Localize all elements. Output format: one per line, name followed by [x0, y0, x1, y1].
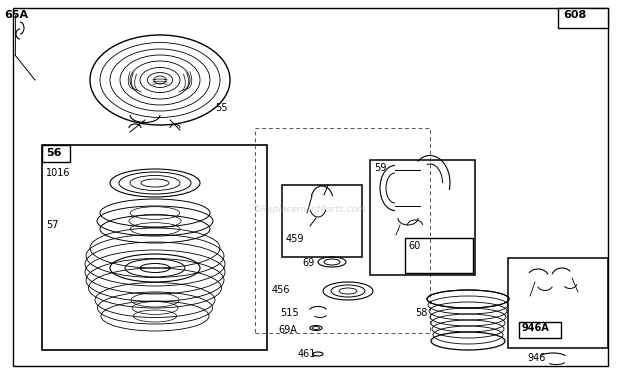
Text: 946: 946 — [527, 353, 546, 363]
Bar — [255, 128, 430, 333]
Text: 1016: 1016 — [46, 168, 71, 178]
Text: 59: 59 — [374, 163, 386, 173]
Text: 515: 515 — [280, 308, 299, 318]
Text: 55: 55 — [215, 103, 228, 113]
Text: 456: 456 — [272, 285, 291, 295]
Text: 608: 608 — [563, 10, 587, 20]
Text: ©ReplacementParts.com: ©ReplacementParts.com — [253, 206, 367, 214]
Bar — [370, 160, 475, 275]
Text: 946A: 946A — [521, 323, 549, 333]
Text: 56: 56 — [46, 148, 61, 158]
Text: 65A: 65A — [4, 10, 28, 20]
Text: 459: 459 — [286, 234, 304, 244]
Text: 57: 57 — [46, 220, 58, 230]
Text: 69: 69 — [302, 258, 314, 268]
Bar — [405, 238, 473, 273]
Bar — [519, 322, 561, 338]
Text: 60: 60 — [408, 241, 420, 251]
Text: 69A: 69A — [278, 325, 297, 335]
Bar — [42, 145, 70, 162]
Bar — [282, 185, 362, 257]
Text: 461: 461 — [298, 349, 316, 359]
Text: 58: 58 — [415, 308, 427, 318]
Bar — [508, 258, 608, 348]
Bar — [558, 8, 608, 28]
Bar — [42, 145, 267, 350]
